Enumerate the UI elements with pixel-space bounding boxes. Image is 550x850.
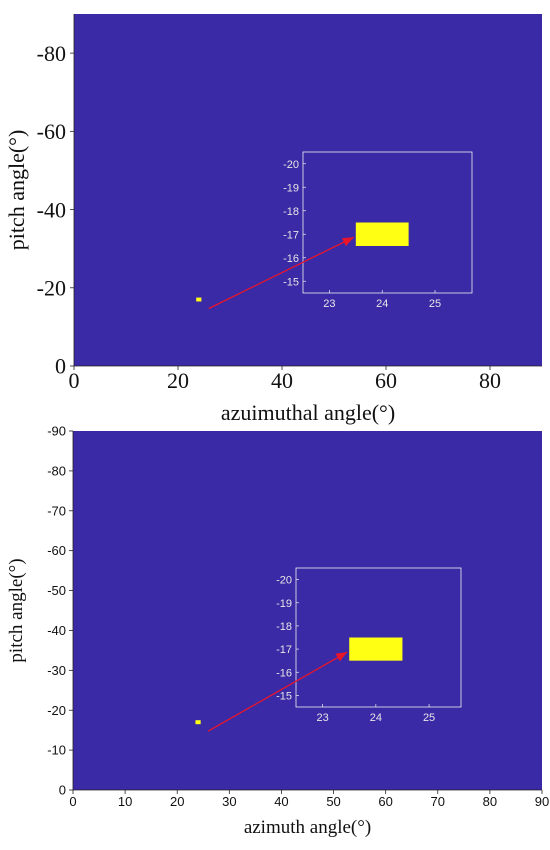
y-tick-label: 0 bbox=[59, 783, 66, 798]
inset-y-tick-label: -17 bbox=[283, 229, 299, 241]
y-tick-label: -10 bbox=[47, 743, 66, 758]
y-tick-label: -50 bbox=[47, 583, 66, 598]
y-tick-label: -80 bbox=[47, 463, 66, 478]
inset-target-rect bbox=[355, 222, 409, 246]
y-tick-label: -20 bbox=[37, 275, 66, 300]
x-tick-label: 0 bbox=[69, 794, 76, 809]
inset-y-tick-label: -20 bbox=[276, 575, 292, 587]
x-axis-label: azuimuthal angle(°) bbox=[221, 400, 395, 425]
y-tick-label: -40 bbox=[47, 623, 66, 638]
y-tick-label: -30 bbox=[47, 663, 66, 678]
x-tick-label: 60 bbox=[378, 794, 392, 809]
x-tick-label: 80 bbox=[483, 794, 497, 809]
y-tick-label: -80 bbox=[37, 41, 66, 66]
inset-y-tick-label: -15 bbox=[283, 276, 299, 288]
zoom-arrow bbox=[208, 236, 355, 310]
plot-area bbox=[74, 14, 542, 366]
inset-x-tick-label: 23 bbox=[323, 298, 335, 310]
x-tick-label: 90 bbox=[535, 794, 549, 809]
inset-y-tick-label: -16 bbox=[276, 667, 292, 679]
x-tick-label: 60 bbox=[375, 368, 397, 393]
y-tick-label: -70 bbox=[47, 503, 66, 518]
x-tick-label: 40 bbox=[271, 368, 293, 393]
x-tick-label: 30 bbox=[222, 794, 236, 809]
chart-bottom: 0 10 20 30 40 50 60 70 80 90 0 -10 -20 -30 -40 -50 -60 -7… bbox=[6, 424, 549, 838]
x-tick-label: 20 bbox=[170, 794, 184, 809]
inset-x-tick-label: 24 bbox=[376, 298, 388, 310]
inset-target-rect bbox=[349, 637, 403, 661]
inset-frame bbox=[295, 567, 462, 708]
y-tick-label: -20 bbox=[47, 703, 66, 718]
y-tick-label: -90 bbox=[47, 424, 66, 439]
inset-y-tick-label: -18 bbox=[276, 621, 292, 633]
y-tick-label: -60 bbox=[47, 543, 66, 558]
y-axis-label: pitch angle(°) bbox=[4, 130, 29, 251]
y-tick-label: 0 bbox=[55, 354, 66, 379]
x-tick-label: 40 bbox=[274, 794, 288, 809]
zoom-arrow-head bbox=[341, 237, 354, 247]
x-tick-label: 20 bbox=[167, 368, 189, 393]
inset-y-tick-label: -17 bbox=[276, 644, 292, 656]
zoom-arrow-head bbox=[335, 652, 348, 662]
inset-y-tick-label: -16 bbox=[283, 253, 299, 265]
inset-frame bbox=[302, 151, 473, 294]
inset-x-tick-label: 25 bbox=[429, 298, 441, 310]
y-tick-label: -60 bbox=[37, 119, 66, 144]
inset-y-tick-label: -19 bbox=[276, 598, 292, 610]
x-axis-label: azimuth angle(°) bbox=[244, 817, 371, 838]
target-marker bbox=[195, 720, 201, 725]
x-tick-label: 70 bbox=[431, 794, 445, 809]
chart-top: 0 20 40 60 80 0 -20 -40 -60 -80 azuimuthal angle(°… bbox=[4, 14, 542, 425]
y-axis-label: pitch angle(°) bbox=[6, 558, 27, 662]
plot-area bbox=[73, 431, 542, 790]
x-tick-label: 80 bbox=[479, 368, 501, 393]
inset-y-tick-label: -20 bbox=[283, 159, 299, 171]
inset-x-tick-label: 25 bbox=[423, 712, 435, 724]
inset-x-tick-label: 24 bbox=[370, 712, 382, 724]
x-tick-label: 50 bbox=[326, 794, 340, 809]
y-tick-label: -40 bbox=[37, 197, 66, 222]
zoom-arrow bbox=[207, 651, 348, 732]
x-tick-label: 0 bbox=[69, 368, 80, 393]
inset-y-tick-label: -15 bbox=[276, 690, 292, 702]
inset-x-tick-label: 23 bbox=[316, 712, 328, 724]
inset-y-tick-label: -19 bbox=[283, 182, 299, 194]
target-marker bbox=[196, 297, 202, 302]
inset-y-tick-label: -18 bbox=[283, 206, 299, 218]
x-tick-label: 10 bbox=[118, 794, 132, 809]
